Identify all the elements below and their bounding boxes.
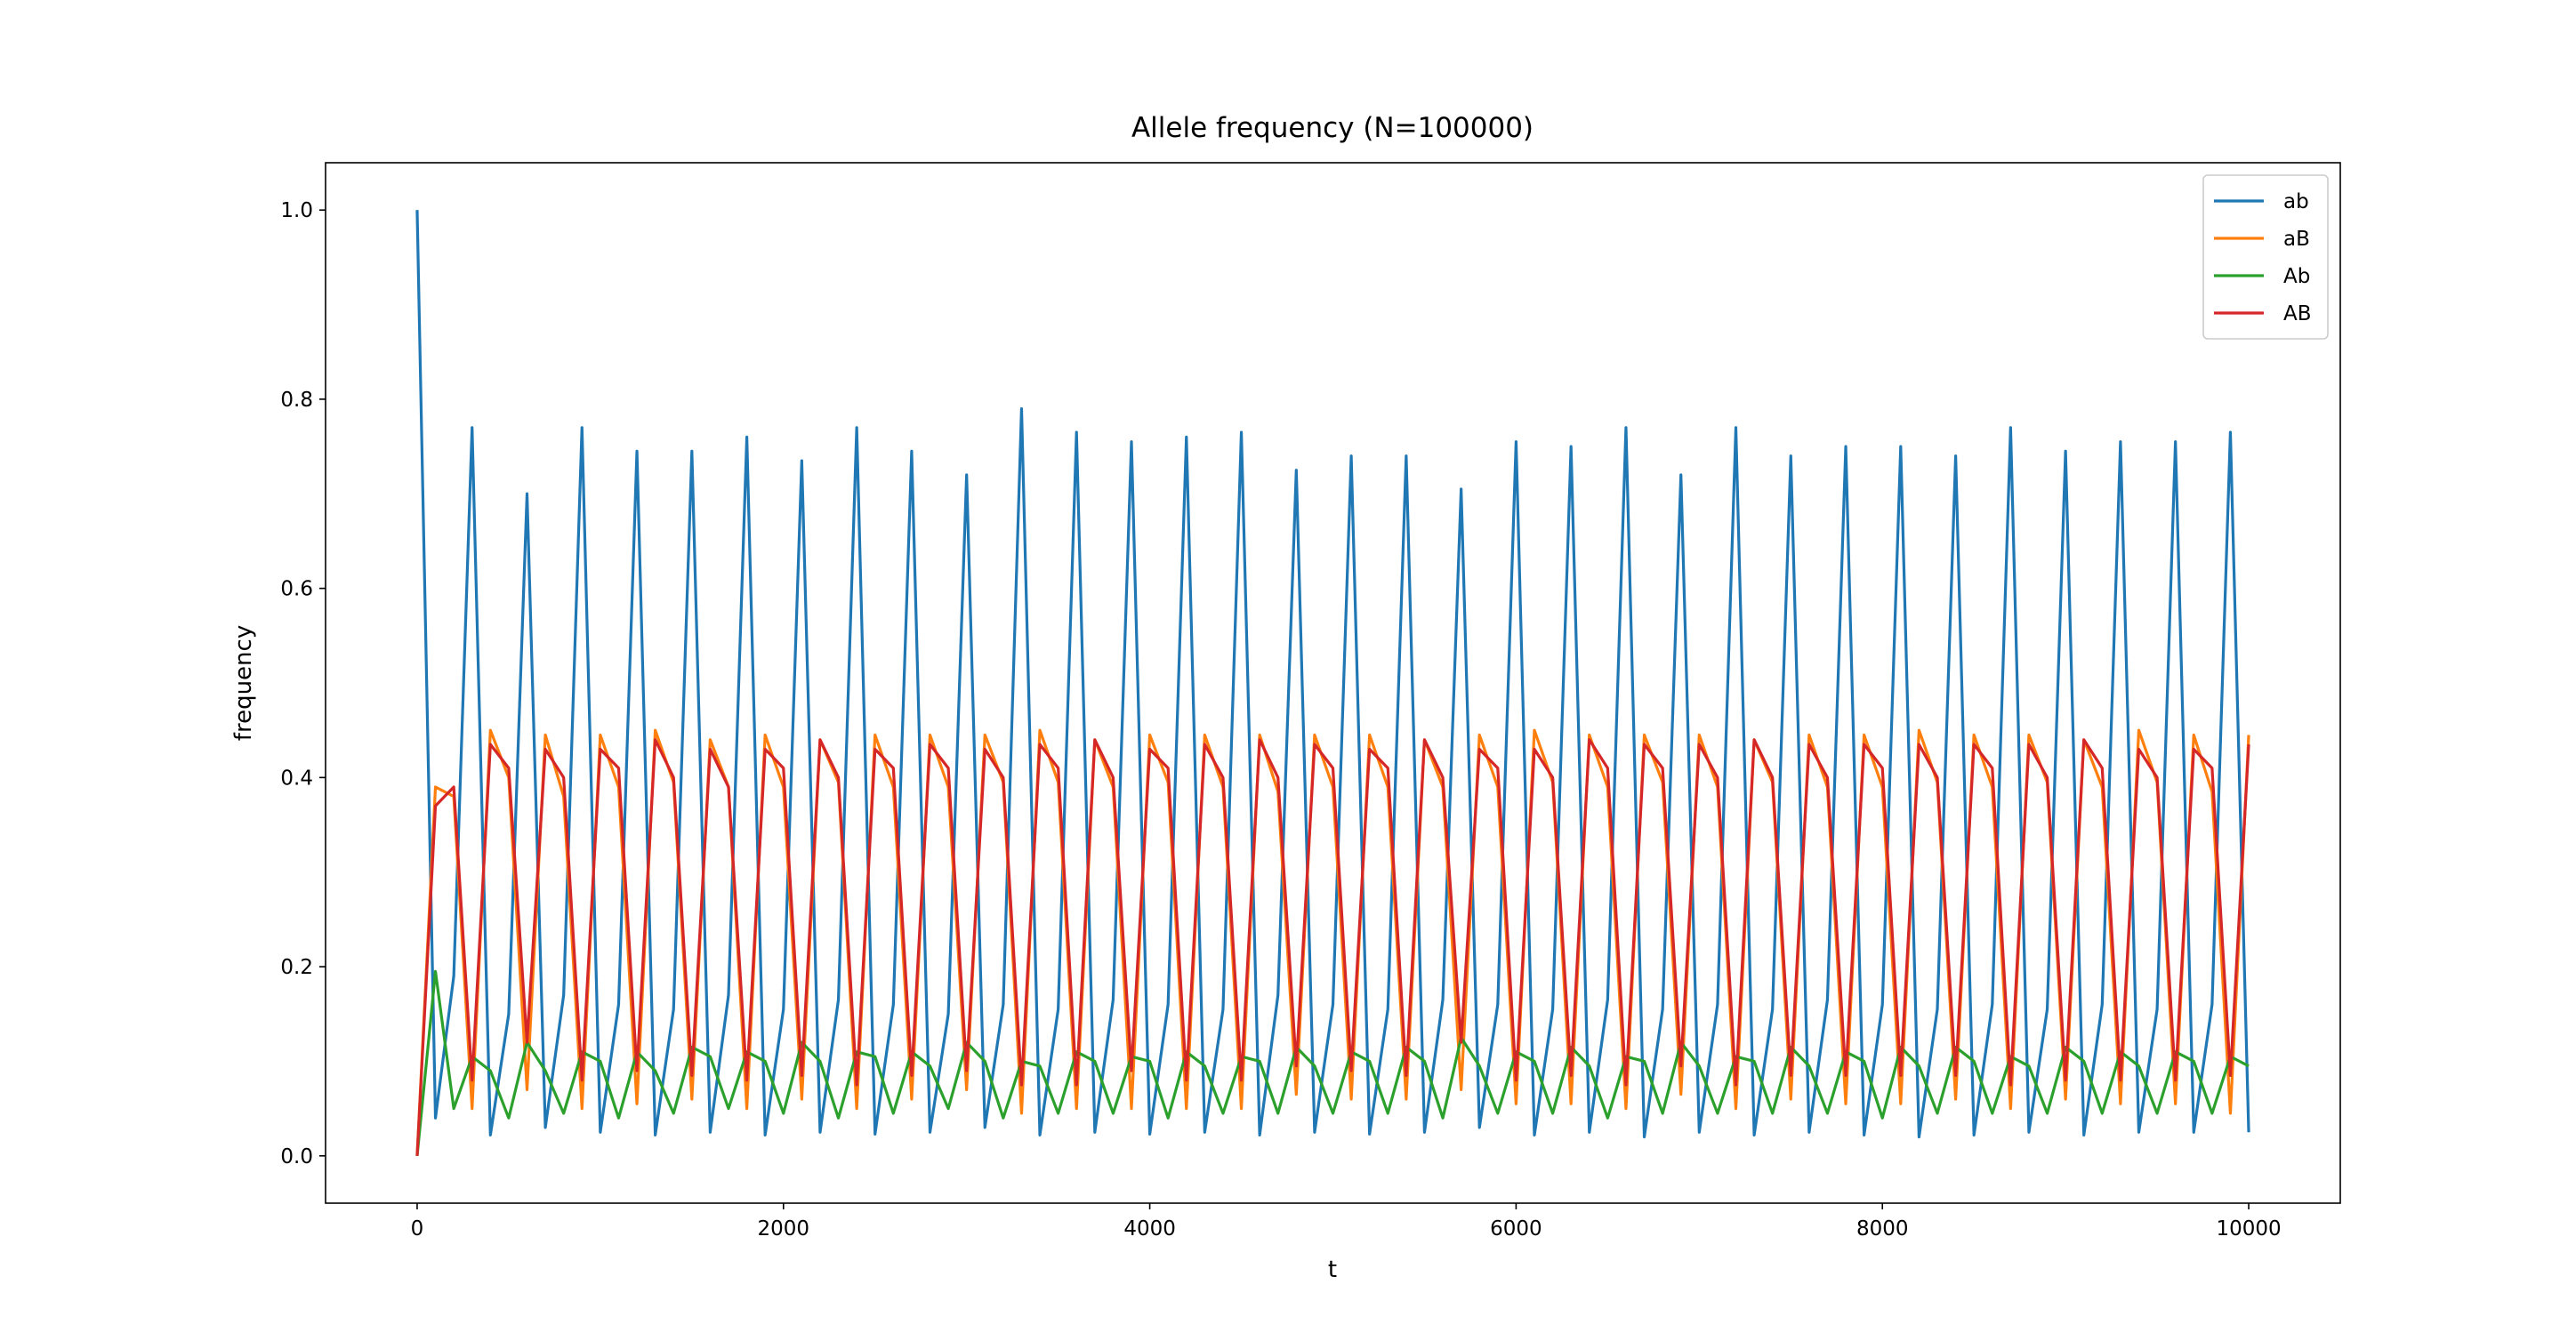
x-tick-label: 4000 <box>1123 1217 1176 1241</box>
x-tick-label: 2000 <box>757 1217 809 1241</box>
y-tick-label: 0.6 <box>280 578 313 601</box>
legend-label: aB <box>2283 228 2310 251</box>
y-tick-label: 0.2 <box>280 956 313 979</box>
legend-label: AB <box>2283 302 2312 325</box>
y-tick-label: 0.0 <box>280 1145 313 1168</box>
series-line <box>415 738 2250 1156</box>
x-tick-label: 0 <box>411 1217 424 1241</box>
legend-label: ab <box>2283 190 2309 213</box>
x-tick-label: 8000 <box>1856 1217 1909 1241</box>
x-axis-label: t <box>1328 1257 1337 1283</box>
legend-box <box>2202 174 2329 340</box>
x-tick-label: 6000 <box>1490 1217 1542 1241</box>
plot-frame <box>325 162 2341 1204</box>
y-tick-label: 1.0 <box>280 199 313 222</box>
y-tick-label: 0.4 <box>280 767 313 790</box>
series-line <box>415 210 2250 1139</box>
y-tick-label: 0.8 <box>280 389 313 412</box>
legend: ab aB Ab AB <box>2202 174 2329 340</box>
chart-title: Allele frequency (N=100000) <box>1131 112 1534 144</box>
y-axis-label: frequency <box>230 625 257 741</box>
legend-label: Ab <box>2283 265 2310 288</box>
x-tick-label: 10000 <box>2216 1217 2281 1241</box>
series-line <box>415 969 2250 1156</box>
